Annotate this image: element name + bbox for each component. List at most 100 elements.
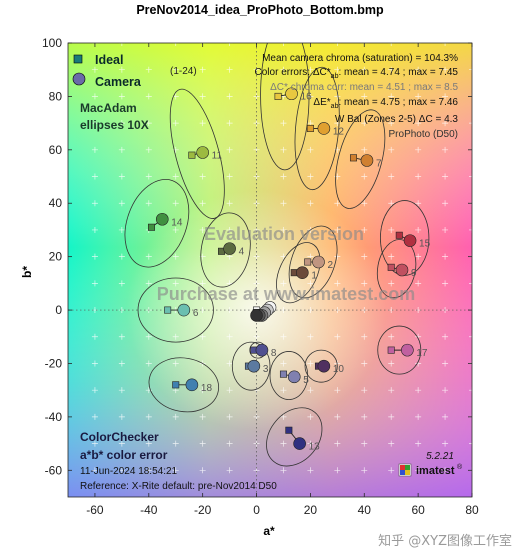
stats-box: Mean camera chroma (saturation) = 104.3%… <box>255 53 459 140</box>
ideal-marker <box>285 426 293 434</box>
camera-marker <box>312 255 325 269</box>
grid-cross <box>442 467 449 474</box>
grid-cross <box>415 200 422 207</box>
grid-cross <box>388 360 395 367</box>
camera-marker <box>403 234 417 247</box>
camera-marker <box>317 122 331 135</box>
grid-cross <box>226 200 233 207</box>
grid-cross <box>118 280 125 287</box>
footer-version: 5.2.21 <box>426 451 454 462</box>
grid-cross <box>280 440 287 447</box>
grid-cross <box>118 253 125 260</box>
grid-cross <box>334 226 341 233</box>
grid-cross <box>442 173 449 180</box>
grid-cross <box>91 226 98 233</box>
camera-marker <box>360 154 374 167</box>
grid-cross <box>145 360 152 367</box>
patch-label: 2 <box>327 260 333 271</box>
grid-cross <box>280 360 287 367</box>
grid-cross <box>415 66 422 73</box>
evaluation-watermark: Evaluation version Purchase at www.imate… <box>157 224 415 304</box>
grid-cross <box>226 387 233 394</box>
grid-cross <box>118 93 125 100</box>
outer-watermark: 知乎 @XYZ图像工作室 <box>378 533 512 549</box>
grid-cross <box>388 173 395 180</box>
grid-cross <box>118 413 125 420</box>
macadam-ellipse <box>124 179 190 268</box>
grid-cross <box>415 413 422 420</box>
grid-cross <box>118 307 125 314</box>
legend: Ideal Camera (1-24) MacAdam ellipses 10X <box>72 53 197 132</box>
grid-cross <box>415 280 422 287</box>
grid-cross <box>361 440 368 447</box>
grid-cross <box>199 413 206 420</box>
x-tick-label: 0 <box>253 503 260 517</box>
grid-cross <box>199 226 206 233</box>
camera-marker <box>285 87 298 101</box>
macadam-ellipse <box>200 212 251 288</box>
grid-cross <box>172 440 179 447</box>
grid-cross <box>199 120 206 127</box>
grid-cross <box>388 387 395 394</box>
grid-cross <box>226 66 233 73</box>
grid-cross <box>361 226 368 233</box>
grid-cross <box>172 173 179 180</box>
ideal-marker <box>387 263 395 271</box>
grid-cross <box>91 93 98 100</box>
grid-cross <box>145 120 152 127</box>
grid-cross <box>307 93 314 100</box>
macadam-ellipse <box>231 341 271 391</box>
camera-marker <box>296 266 309 279</box>
grid-cross <box>442 93 449 100</box>
ideal-marker <box>387 346 395 354</box>
grid-cross <box>388 467 395 474</box>
imatest-brand: imatest <box>416 465 455 477</box>
grid-cross <box>118 333 125 340</box>
grid-cross <box>442 440 449 447</box>
ideal-marker <box>188 151 196 159</box>
grid-cross <box>118 360 125 367</box>
grid-cross <box>388 146 395 153</box>
x-tick-label: 20 <box>304 503 318 517</box>
patch-label: 15 <box>419 239 431 250</box>
grid-cross <box>307 280 314 287</box>
watermark-line1: Evaluation version <box>204 224 364 244</box>
grid-cross <box>199 66 206 73</box>
grid-cross <box>118 226 125 233</box>
ideal-marker <box>164 306 172 314</box>
grid-cross <box>334 440 341 447</box>
grid-cross <box>388 226 395 233</box>
grid-cross <box>280 467 287 474</box>
grid-cross <box>388 413 395 420</box>
macadam-ellipse <box>335 109 386 209</box>
grid-cross <box>145 173 152 180</box>
grid-cross <box>469 66 472 73</box>
grid-cross <box>199 280 206 287</box>
imatest-logo: imatest ® <box>398 463 463 477</box>
grid-cross <box>172 280 179 287</box>
y-tick-label: 0 <box>55 303 62 317</box>
grid-cross <box>226 93 233 100</box>
legend-ideal-swatch <box>73 54 83 64</box>
grid-cross <box>442 413 449 420</box>
grid-cross <box>415 226 422 233</box>
grid-cross <box>172 467 179 474</box>
ideal-marker <box>274 92 282 100</box>
grid-cross <box>415 146 422 153</box>
grid-cross <box>199 173 206 180</box>
grid-cross <box>145 413 152 420</box>
grid-cross <box>307 146 314 153</box>
grid-cross <box>442 387 449 394</box>
grid-cross <box>334 280 341 287</box>
grid-cross <box>307 467 314 474</box>
macadam-ellipse <box>377 325 422 375</box>
patch-label: 7 <box>376 159 382 170</box>
grid-cross <box>307 66 314 73</box>
y-tick-label: 100 <box>42 36 62 50</box>
camera-marker <box>250 309 263 322</box>
footer-ab-color-error: a*b* color error <box>80 448 168 462</box>
stats-white-balance: W Bal (Zones 2-5) ΔC = 4.3 <box>335 114 459 125</box>
grid-cross <box>118 387 125 394</box>
